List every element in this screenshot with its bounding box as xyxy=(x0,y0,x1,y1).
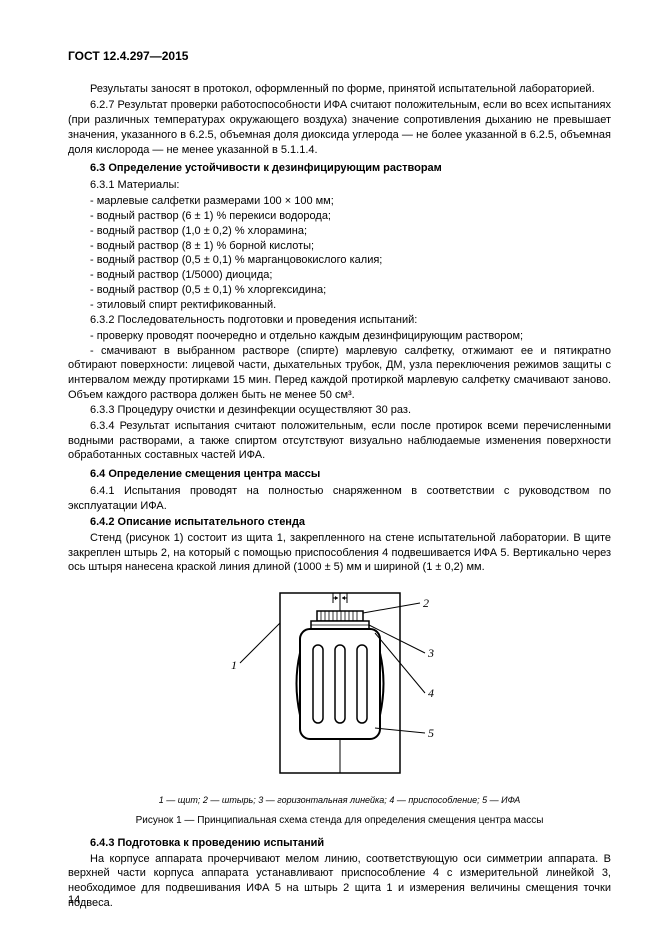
mat-item: - водный раствор (0,5 ± 0,1) % марганцов… xyxy=(68,253,611,268)
svg-text:4: 4 xyxy=(428,686,434,700)
svg-text:5: 5 xyxy=(428,726,434,740)
sec-6-4-2-label: 6.4.2 Описание испытательного стенда xyxy=(90,516,305,528)
svg-text:1: 1 xyxy=(231,658,237,672)
figure-caption: Рисунок 1 — Принципиальная схема стенда … xyxy=(68,814,611,828)
legend-2: 2 — штырь; xyxy=(203,795,258,805)
page: ГОСТ 12.4.297—2015 Результаты заносят в … xyxy=(0,0,661,936)
figure-legend: 1 — щит; 2 — штырь; 3 — горизонтальная л… xyxy=(68,794,611,806)
figure-1: 1 2 3 4 5 xyxy=(68,583,611,788)
legend-1: 1 — щит; xyxy=(159,795,203,805)
figure-1-svg: 1 2 3 4 5 xyxy=(225,583,455,783)
p-6-4-2: Стенд (рисунок 1) состоит из щита 1, зак… xyxy=(68,531,611,576)
sec-6-3-title: 6.3 Определение устойчивости к дезинфици… xyxy=(68,161,611,176)
mat-item: - марлевые салфетки размерами 100 × 100 … xyxy=(68,194,611,209)
mat-item: - водный раствор (0,5 ± 0,1) % хлоргекси… xyxy=(68,283,611,298)
p-6-3-2: 6.3.2 Последовательность подготовки и пр… xyxy=(68,313,611,328)
svg-text:3: 3 xyxy=(427,646,434,660)
legend-3: 3 — горизонтальная линейка; xyxy=(258,795,389,805)
svg-text:2: 2 xyxy=(423,596,429,610)
p-6-3-1: 6.3.1 Материалы: xyxy=(68,178,611,193)
sec-6-4-3-title: 6.4.3 Подготовка к проведению испытаний xyxy=(68,836,611,851)
p-6-3-3: 6.3.3 Процедуру очистки и дезинфекции ос… xyxy=(68,403,611,418)
sec-6-4-2-title: 6.4.2 Описание испытательного стенда xyxy=(68,515,611,530)
sec-6-4-title: 6.4 Определение смещения центра массы xyxy=(68,467,611,482)
mat-item: - водный раствор (1/5000) диоцида; xyxy=(68,268,611,283)
doc-header: ГОСТ 12.4.297—2015 xyxy=(68,48,611,64)
legend-5: 5 — ИФА xyxy=(482,795,520,805)
p-6-3-2-a: - проверку проводят поочередно и отдельн… xyxy=(68,329,611,344)
page-number: 14 xyxy=(68,893,80,908)
para-intro: Результаты заносят в протокол, оформленн… xyxy=(68,82,611,97)
sec-6-4-3-label: 6.4.3 Подготовка к проведению испытаний xyxy=(90,837,324,849)
mat-item: - водный раствор (1,0 ± 0,2) % хлорамина… xyxy=(68,224,611,239)
p-6-3-2-b: - смачивают в выбранном растворе (спирте… xyxy=(68,344,611,403)
p-6-4-1: 6.4.1 Испытания проводят на полностью сн… xyxy=(68,484,611,514)
para-627: 6.2.7 Результат проверки работоспособнос… xyxy=(68,98,611,157)
p-6-4-3: На корпусе аппарата прочерчивают мелом л… xyxy=(68,852,611,911)
legend-4: 4 — приспособление; xyxy=(389,795,482,805)
p-6-3-4: 6.3.4 Результат испытания считают положи… xyxy=(68,419,611,464)
mat-item: - водный раствор (8 ± 1) % борной кислот… xyxy=(68,239,611,254)
mat-item: - водный раствор (6 ± 1) % перекиси водо… xyxy=(68,209,611,224)
mat-item: - этиловый спирт ректификованный. xyxy=(68,298,611,313)
